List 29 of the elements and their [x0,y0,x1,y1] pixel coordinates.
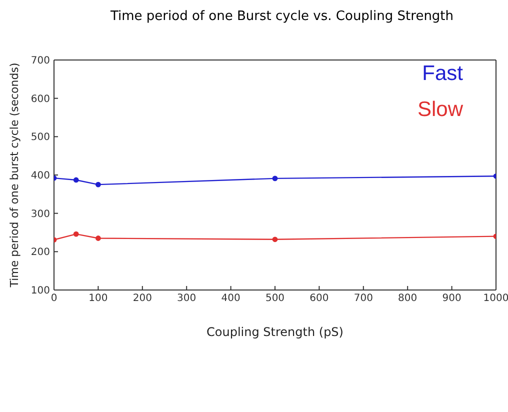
y-tick-label: 500 [30,132,50,144]
y-tick-label: 200 [30,247,50,258]
x-axis-title: Coupling Strength (pS) [206,325,344,339]
x-tick-label: 800 [398,293,418,304]
y-tick-label: 600 [30,94,50,105]
text: Fast [422,62,463,85]
x-tick-label: 1000 [483,293,508,304]
x-tick-label: 100 [88,293,108,304]
x-tick-label: 500 [265,293,285,304]
point [272,236,278,242]
y-tick-label: 300 [30,208,50,220]
x-tick-label: 600 [310,293,329,304]
x-tick-label: 0 [50,293,58,304]
point [272,176,278,182]
x-tick-label: 300 [177,293,196,304]
x-tick-label: 200 [132,293,152,304]
y-tick-label: 700 [30,56,50,67]
x-tick-label: 700 [354,293,373,304]
point [73,231,79,237]
y-tick-label: 400 [30,170,50,182]
x-tick-label: 400 [221,293,240,304]
chart-title: Time period of one Burst cycle vs. Coupling Strength [109,8,455,26]
point [96,236,101,241]
x-tick-label: 900 [442,293,462,304]
text: Slow [417,98,463,121]
point [96,182,101,188]
point [73,177,79,183]
y-axis-title: Time period of one burst cycle (seconds) [8,62,21,288]
y-tick-label: 100 [30,286,50,297]
